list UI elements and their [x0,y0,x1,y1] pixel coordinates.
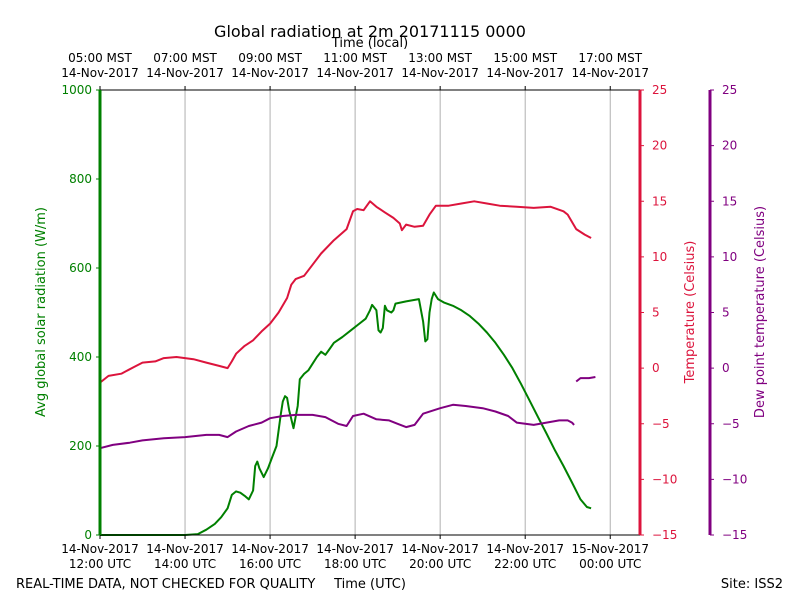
bottom-tick-label: 14-Nov-2017 [401,542,479,556]
bottom-tick-label: 14-Nov-2017 [231,542,309,556]
radiation-tick-label: 400 [69,350,92,364]
top-tick-label: 14-Nov-2017 [231,66,309,80]
radiation-tick-label: 800 [69,172,92,186]
top-tick-label: 05:00 MST [68,51,132,65]
dewpoint-tick-label: −15 [722,528,747,542]
bottom-tick-label: 14:00 UTC [154,557,216,571]
bottom-tick-label: 14-Nov-2017 [486,542,564,556]
series-line-radiation-0 [100,291,592,536]
top-tick-label: 07:00 MST [153,51,217,65]
dewpoint-tick-label: −10 [722,472,747,486]
dewpoint-tick-label: 25 [722,83,737,97]
radiation-tick-label: 200 [69,439,92,453]
dewpoint-tick-label: 15 [722,194,737,208]
temperature-tick-label: 0 [652,361,660,375]
bottom-tick-label: 14-Nov-2017 [61,542,139,556]
temperature-tick-label: 10 [652,250,667,264]
dewpoint-axis-label: Dew point temperature (Celsius) [753,206,768,418]
top-tick-label: 14-Nov-2017 [571,66,649,80]
temperature-tick-label: 15 [652,194,667,208]
temperature-tick-label: −15 [652,528,677,542]
bottom-tick-label: 14-Nov-2017 [316,542,394,556]
top-tick-label: 14-Nov-2017 [486,66,564,80]
top-axis-label: Time (local) [331,36,408,51]
bottom-tick-label: 18:00 UTC [324,557,386,571]
top-tick-label: 14-Nov-2017 [61,66,139,80]
grid-lines [184,90,611,535]
series-layer [99,200,596,536]
series-line-temperature-1 [99,200,592,384]
dewpoint-tick-label: 20 [722,139,737,153]
series-line-dewpoint-3 [575,376,596,383]
radiation-tick-label: 0 [84,528,92,542]
temperature-tick-label: −5 [652,417,670,431]
bottom-tick-label: 14-Nov-2017 [146,542,224,556]
radiation-tick-label: 600 [69,261,92,275]
top-tick-label: 17:00 MST [578,51,642,65]
radiation-tick-label: 1000 [61,83,92,97]
top-tick-label: 15:00 MST [493,51,557,65]
radiation-axis-label: Avg global solar radiation (W/m) [34,207,49,417]
temperature-tick-label: 25 [652,83,667,97]
bottom-axis-label: Time (UTC) [333,577,406,592]
temperature-tick-label: −10 [652,472,677,486]
temperature-tick-label: 20 [652,139,667,153]
dewpoint-tick-label: 5 [722,306,730,320]
dewpoint-tick-label: 10 [722,250,737,264]
top-tick-label: 09:00 MST [238,51,302,65]
quality-disclaimer: REAL-TIME DATA, NOT CHECKED FOR QUALITY [16,577,315,592]
temperature-axis-label: Temperature (Celsius) [683,241,698,385]
bottom-tick-label: 12:00 UTC [69,557,131,571]
bottom-tick-label: 22:00 UTC [494,557,556,571]
top-tick-label: 11:00 MST [323,51,387,65]
top-tick-label: 14-Nov-2017 [401,66,479,80]
site-label: Site: ISS2 [721,577,783,592]
top-tick-label: 13:00 MST [408,51,472,65]
dewpoint-tick-label: −5 [722,417,740,431]
bottom-tick-label: 00:00 UTC [579,557,641,571]
bottom-tick-label: 15-Nov-2017 [571,542,649,556]
dewpoint-tick-label: 0 [722,361,730,375]
bottom-tick-label: 20:00 UTC [409,557,471,571]
top-tick-label: 14-Nov-2017 [316,66,394,80]
temperature-tick-label: 5 [652,306,660,320]
bottom-tick-label: 16:00 UTC [239,557,301,571]
chart-title: Global radiation at 2m 20171115 0000 [214,22,526,41]
series-line-dewpoint-2 [99,403,575,450]
top-tick-label: 14-Nov-2017 [146,66,224,80]
